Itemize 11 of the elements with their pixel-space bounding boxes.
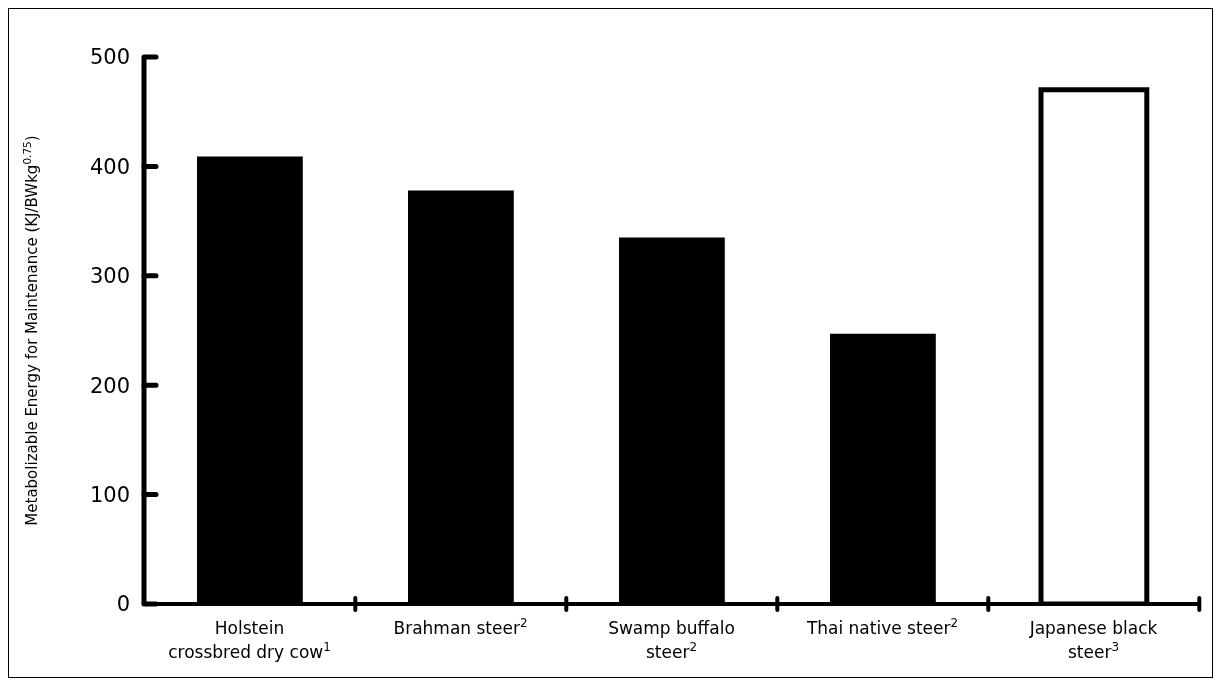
- x-tick-label: Swamp buffalo steer$^{2}$: [608, 618, 735, 662]
- y-tick-label: 300: [89, 264, 130, 289]
- y-tick-label: 0: [116, 592, 130, 617]
- y-tick-label: 500: [89, 45, 130, 70]
- y-tick-label: 400: [89, 154, 130, 179]
- y-tick-label: 100: [89, 482, 130, 507]
- x-tick-label: Thai native steer$^{2}$: [805, 616, 959, 638]
- x-tick-label: Japanese black steer$^{3}$: [1028, 618, 1158, 662]
- x-tick-label: Brahman steer$^{2}$: [393, 616, 528, 638]
- x-tick-label: Holstein crossbred dry cow$^{1}$: [168, 618, 331, 662]
- y-tick-label: 200: [89, 373, 130, 398]
